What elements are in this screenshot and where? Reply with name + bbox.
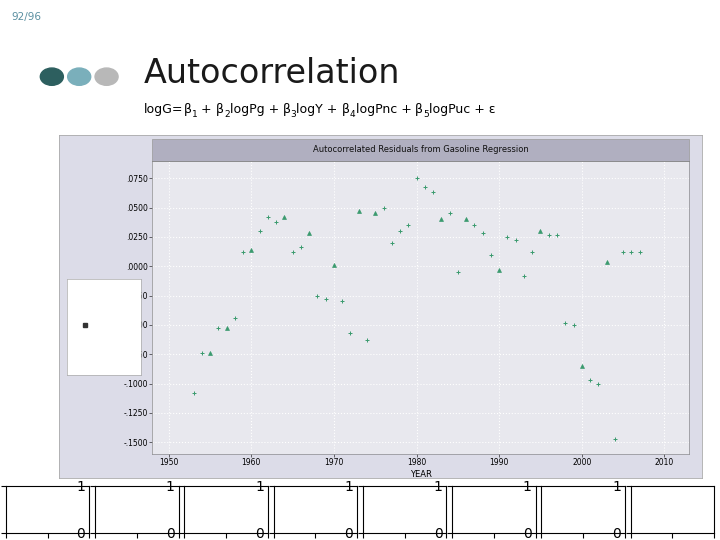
- Point: [444, 209, 455, 218]
- Text: logPnc +: logPnc +: [356, 103, 415, 117]
- Point: [328, 261, 340, 269]
- Point: [238, 248, 249, 256]
- Point: [576, 362, 588, 370]
- Point: [469, 221, 480, 230]
- FancyBboxPatch shape: [184, 486, 268, 532]
- Text: 3: 3: [291, 110, 297, 119]
- Point: [271, 218, 282, 226]
- Point: [312, 291, 323, 300]
- FancyBboxPatch shape: [541, 486, 625, 532]
- Point: [568, 321, 580, 329]
- X-axis label: YEAR: YEAR: [410, 470, 432, 479]
- Point: [436, 215, 447, 224]
- Point: [353, 207, 364, 215]
- FancyBboxPatch shape: [631, 486, 714, 532]
- Point: [477, 229, 488, 238]
- Point: [600, 257, 612, 266]
- Text: 1: 1: [192, 110, 197, 119]
- Point: [485, 250, 497, 259]
- Point: [559, 318, 571, 327]
- Point: [229, 314, 240, 322]
- Point: [361, 336, 373, 345]
- Point: [428, 188, 439, 197]
- Text: logPuc + ε: logPuc + ε: [429, 103, 495, 117]
- Point: [518, 271, 530, 280]
- Point: [452, 268, 464, 276]
- Point: [419, 182, 431, 191]
- FancyBboxPatch shape: [363, 486, 446, 532]
- Point: [320, 295, 331, 303]
- Point: [543, 230, 554, 239]
- Point: [552, 230, 563, 239]
- Point: [609, 434, 621, 443]
- Text: β: β: [184, 103, 192, 117]
- Point: [395, 227, 406, 235]
- Point: [402, 221, 414, 230]
- Point: [287, 248, 299, 256]
- Text: 5: 5: [423, 110, 429, 119]
- Point: [246, 246, 257, 254]
- Point: [204, 349, 216, 357]
- Point: [221, 324, 233, 333]
- Point: [502, 233, 513, 241]
- Point: [493, 266, 505, 274]
- Text: β: β: [415, 103, 423, 117]
- Text: logPg +: logPg +: [230, 103, 283, 117]
- Point: [626, 248, 637, 256]
- Point: [336, 297, 348, 306]
- Text: +: +: [197, 103, 216, 117]
- Text: logG=: logG=: [144, 103, 184, 117]
- Point: [593, 379, 604, 388]
- Point: [212, 324, 224, 333]
- FancyBboxPatch shape: [95, 486, 179, 532]
- Point: [303, 229, 315, 238]
- Point: [535, 227, 546, 235]
- Text: Autocorrelation: Autocorrelation: [144, 57, 400, 90]
- FancyBboxPatch shape: [152, 139, 689, 161]
- Point: [584, 376, 595, 384]
- Text: logY +: logY +: [297, 103, 342, 117]
- Text: β: β: [216, 103, 224, 117]
- Point: [196, 349, 207, 357]
- Point: [262, 213, 274, 221]
- Point: [460, 215, 472, 224]
- Point: [369, 209, 381, 218]
- Text: Autocorrelated Residuals from Gasoline Regression: Autocorrelated Residuals from Gasoline R…: [312, 145, 528, 154]
- Point: [411, 174, 423, 183]
- Point: [526, 248, 538, 256]
- FancyBboxPatch shape: [6, 486, 89, 532]
- Point: [510, 236, 521, 245]
- Text: 2: 2: [224, 110, 230, 119]
- Point: [345, 329, 356, 338]
- Text: 4: 4: [350, 110, 356, 119]
- Point: [617, 248, 629, 256]
- FancyBboxPatch shape: [452, 486, 536, 532]
- Text: β: β: [342, 103, 350, 117]
- Point: [295, 243, 307, 252]
- Point: [254, 227, 266, 235]
- Point: [378, 203, 390, 212]
- Point: [634, 248, 645, 256]
- Text: 92/96: 92/96: [12, 12, 42, 22]
- Text: β: β: [283, 103, 291, 117]
- Point: [386, 239, 397, 247]
- FancyBboxPatch shape: [274, 486, 357, 532]
- Point: [279, 213, 290, 221]
- Point: [188, 389, 199, 397]
